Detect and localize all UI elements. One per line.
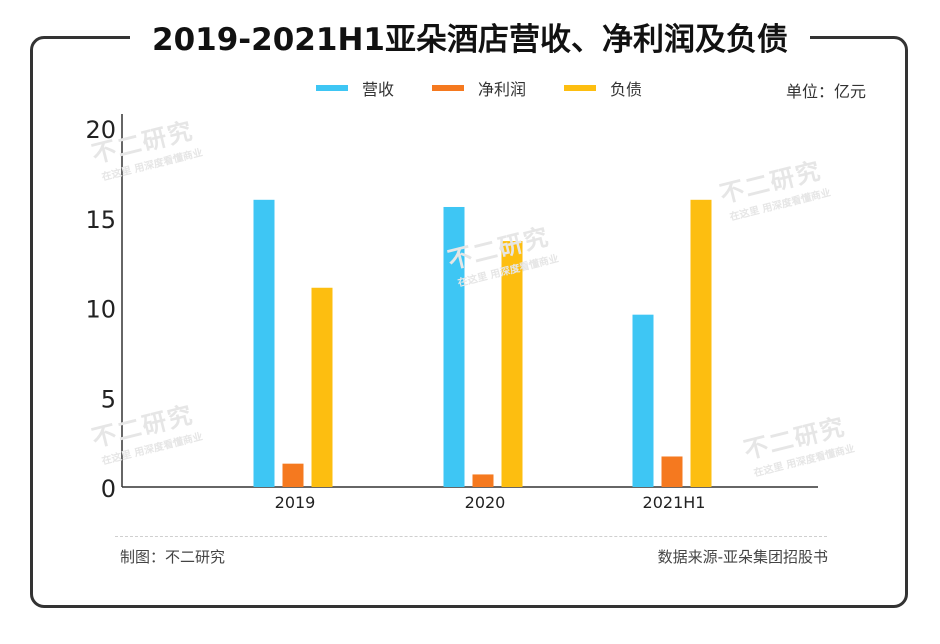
y-tick-label: 10: [85, 296, 116, 324]
y-tick-label: 0: [101, 475, 116, 503]
legend-swatch-net-profit: [432, 85, 465, 91]
bar-net-profit: [472, 474, 494, 487]
legend-label-revenue: 营收: [362, 80, 395, 99]
chart-title: 2019-2021H1亚朵酒店营收、净利润及负债: [130, 20, 810, 60]
legend: 营收 净利润 负债: [316, 76, 680, 100]
x-tick-label: 2019: [275, 493, 316, 512]
legend-label-debt: 负债: [610, 80, 643, 99]
bar-revenue: [253, 199, 275, 488]
unit-label: 单位：亿元: [785, 82, 866, 101]
y-tick-label: 15: [85, 206, 116, 234]
legend-item-revenue: 营收: [316, 76, 394, 100]
x-tick-label: 2020: [465, 493, 506, 512]
bar-revenue: [443, 206, 465, 488]
credit-label: 制图：不二研究: [120, 548, 226, 566]
bar-debt: [311, 287, 333, 487]
footer-divider: [115, 536, 827, 537]
bar-debt: [690, 199, 712, 488]
bar-net-profit: [661, 456, 683, 487]
bar-debt: [501, 241, 523, 487]
legend-item-net-profit: 净利润: [432, 76, 526, 100]
legend-label-net-profit: 净利润: [478, 80, 527, 99]
y-tick-label: 20: [85, 116, 116, 144]
bar-revenue: [632, 314, 654, 487]
legend-swatch-debt: [564, 85, 597, 91]
y-tick-label: 5: [101, 385, 116, 413]
x-tick-label: 2021H1: [643, 493, 706, 512]
legend-swatch-revenue: [316, 85, 348, 91]
source-label: 数据来源-亚朵集团招股书: [657, 548, 828, 566]
legend-item-debt: 负债: [564, 76, 642, 100]
bar-net-profit: [282, 463, 304, 487]
